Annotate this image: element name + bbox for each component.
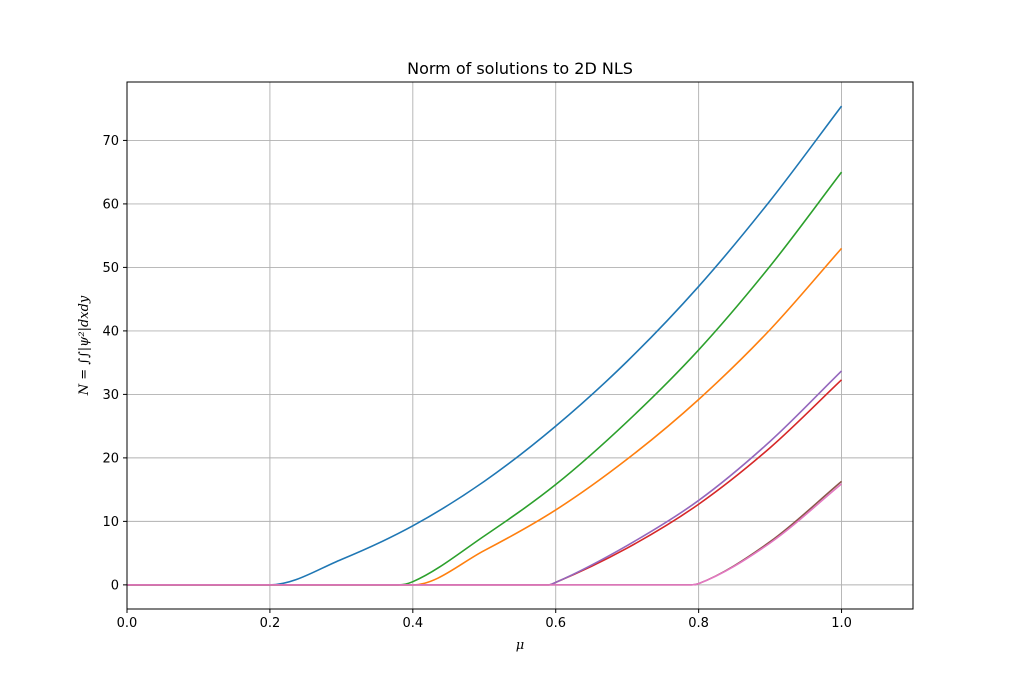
x-tick-label: 0.6 xyxy=(545,616,566,631)
ticks: 0.0 0.2 0.4 0.6 0.8 1.0 0 10 20 30 40 50 60 70 xyxy=(102,134,851,631)
grid-lines xyxy=(126,82,913,609)
x-tick-label: 0.0 xyxy=(117,616,138,631)
y-axis-label: N = ∫∫|ψ²|dxdy xyxy=(77,295,92,396)
y-tick-label: 30 xyxy=(102,388,119,403)
chart-title: Norm of solutions to 2D NLS xyxy=(407,59,633,78)
series-line-2 xyxy=(127,247,843,586)
x-axis-label: μ xyxy=(516,638,524,653)
x-tick-label: 0.4 xyxy=(402,616,423,631)
y-tick-label: 60 xyxy=(102,197,119,212)
x-tick-label: 1.0 xyxy=(831,616,852,631)
series-line-7 xyxy=(127,483,843,586)
series-line-1 xyxy=(127,105,843,586)
x-tick-label: 0.8 xyxy=(688,616,709,631)
plot-frame xyxy=(126,81,914,610)
y-tick-label: 70 xyxy=(102,134,119,149)
series-lines xyxy=(127,105,843,586)
x-tick-label: 0.2 xyxy=(260,616,281,631)
y-tick-label: 10 xyxy=(102,515,119,530)
y-tick-label: 50 xyxy=(102,261,119,276)
y-tick-label: 0 xyxy=(111,578,119,593)
y-tick-label: 40 xyxy=(102,324,119,339)
series-line-3 xyxy=(127,171,843,586)
y-tick-label: 20 xyxy=(102,451,119,466)
series-line-6 xyxy=(127,480,843,586)
